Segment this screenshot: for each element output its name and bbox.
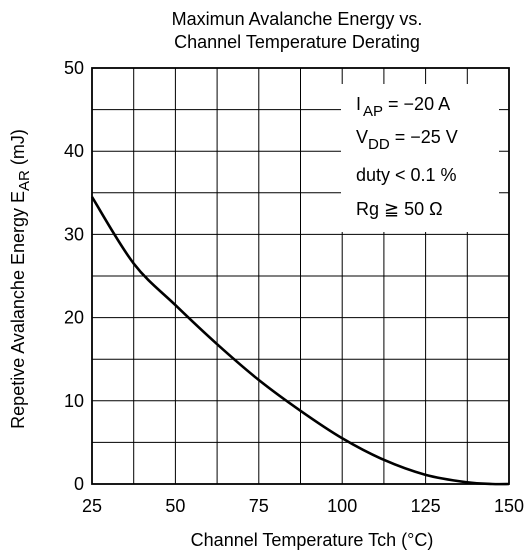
- x-tick-label: 50: [165, 496, 185, 516]
- y-tick-label: 0: [74, 474, 84, 494]
- condition-iap-main: I: [356, 94, 361, 114]
- condition-rg: Rg ≧ 50 Ω: [356, 199, 443, 219]
- condition-iap-value: = −20 A: [383, 94, 450, 114]
- plot-frame: [91, 67, 510, 485]
- condition-vdd-sub: DD: [368, 136, 390, 153]
- condition-vdd-main: V: [356, 127, 368, 147]
- y-axis-label-unit: (mJ): [8, 129, 28, 170]
- x-tick-labels: 25 50 75 100 125 150: [82, 496, 524, 516]
- x-tick-label: 75: [249, 496, 269, 516]
- y-tick-label: 30: [64, 224, 84, 244]
- series-line: [90, 196, 510, 486]
- y-axis-label: Repetive Avalanche Energy EAR (mJ): [8, 129, 33, 429]
- conditions-box: [341, 84, 499, 232]
- x-tick-label: 150: [494, 496, 524, 516]
- x-axis-label: Channel Temperature Tch (°C): [191, 530, 434, 550]
- y-tick-labels: 0 10 20 30 40 50: [64, 58, 84, 494]
- condition-iap-sub: AP: [363, 103, 383, 120]
- condition-vdd: VDD = −25 V: [356, 127, 458, 153]
- x-tick-label: 25: [82, 496, 102, 516]
- x-tick-label: 125: [411, 496, 441, 516]
- condition-rg-symbol: ≧: [384, 199, 399, 219]
- condition-vdd-value: = −25 V: [390, 127, 458, 147]
- y-axis-label-sub: AR: [16, 170, 33, 191]
- y-tick-label: 20: [64, 308, 84, 328]
- chart-title-line1: Maximun Avalanche Energy vs.: [172, 9, 423, 29]
- condition-rg-value: 50 Ω: [399, 199, 442, 219]
- condition-iap: I AP = −20 A: [356, 94, 450, 120]
- chart-title-line2: Channel Temperature Derating: [174, 32, 420, 52]
- condition-duty: duty < 0.1 %: [356, 165, 457, 185]
- y-tick-label: 10: [64, 391, 84, 411]
- x-tick-label: 100: [327, 496, 357, 516]
- y-tick-label: 50: [64, 58, 84, 78]
- condition-rg-label: Rg: [356, 199, 384, 219]
- y-axis-label-main: Repetive Avalanche Energy E: [8, 191, 28, 429]
- y-tick-label: 40: [64, 141, 84, 161]
